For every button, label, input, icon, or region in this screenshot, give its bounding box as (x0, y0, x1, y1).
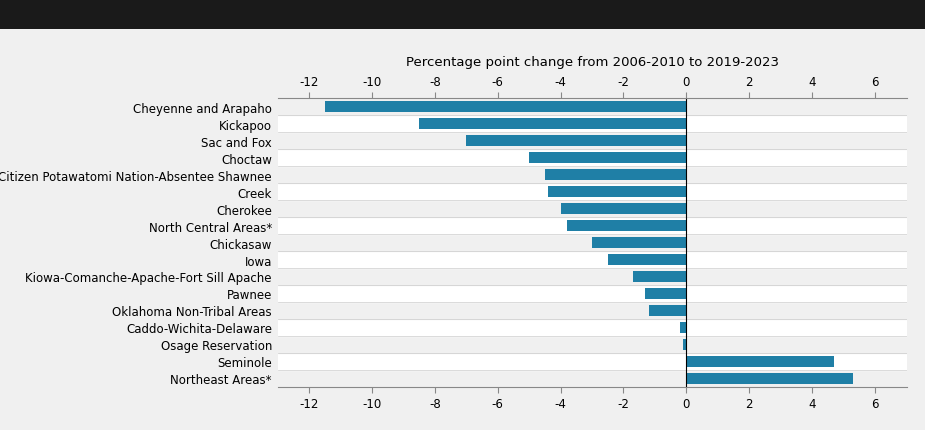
Bar (278, 302, 906, 319)
Bar (419, 119, 686, 130)
Bar (608, 255, 686, 265)
Bar (548, 187, 686, 198)
Bar (684, 339, 686, 350)
Bar (278, 234, 906, 252)
Bar (278, 268, 906, 286)
Bar (278, 353, 906, 370)
Bar (278, 370, 906, 387)
Bar (278, 184, 906, 200)
Bar (278, 99, 906, 116)
Bar (646, 288, 686, 299)
Bar (567, 221, 686, 231)
Bar (278, 133, 906, 150)
X-axis label: Percentage point change from 2006-2010 to 2019-2023: Percentage point change from 2006-2010 t… (405, 56, 779, 69)
Bar (278, 286, 906, 302)
Bar (278, 200, 906, 218)
Bar (686, 356, 834, 367)
Bar (278, 150, 906, 167)
Bar (278, 167, 906, 184)
Bar (592, 237, 686, 249)
Bar (680, 322, 686, 333)
Bar (278, 336, 906, 353)
Bar (278, 116, 906, 133)
Bar (278, 218, 906, 234)
Bar (278, 252, 906, 268)
Bar (545, 170, 686, 181)
Bar (278, 319, 906, 336)
Bar (561, 203, 686, 215)
Bar (529, 153, 686, 164)
Bar (648, 305, 686, 316)
Bar (633, 271, 686, 283)
Bar (466, 136, 686, 147)
Bar (325, 102, 686, 113)
Bar (686, 373, 853, 384)
